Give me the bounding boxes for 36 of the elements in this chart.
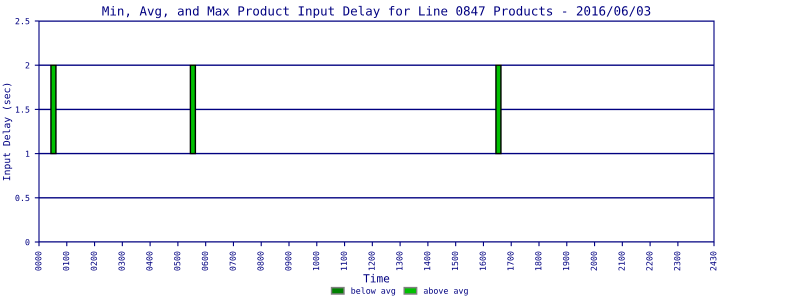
y-axis-title: Input Delay (sec) xyxy=(2,84,12,180)
x-tick-label: 0800 xyxy=(257,252,264,271)
x-tick-label: 1600 xyxy=(480,252,486,270)
y-tick-label: 1.5 xyxy=(16,106,30,113)
x-axis-title: Time xyxy=(363,274,390,283)
x-tick-label: 1800 xyxy=(535,252,542,270)
x-tick-label: 0600 xyxy=(202,252,208,271)
x-tick-label: 0300 xyxy=(118,252,125,271)
y-tick-label: 2 xyxy=(26,62,30,68)
x-tick-label: 1100 xyxy=(340,252,347,270)
chart-title: Min, Avg, and Max Product Input Delay for Line 0847 Products - 2016/06/03 xyxy=(102,6,650,18)
x-tick-label: 0700 xyxy=(230,252,236,271)
y-tick-label: 2.5 xyxy=(16,18,30,24)
y-tick-label: 0 xyxy=(25,239,30,246)
x-tick-label: 0900 xyxy=(285,252,292,271)
x-tick-label: 1000 xyxy=(312,252,320,270)
y-tick-label: 1 xyxy=(26,150,30,157)
x-tick-label: 2100 xyxy=(618,252,625,270)
x-tick-label: 0400 xyxy=(146,252,153,271)
x-tick-label: 2430 xyxy=(710,252,716,270)
x-tick-label: 0100 xyxy=(62,252,70,271)
x-tick-label: 1200 xyxy=(368,252,375,270)
x-tick-label: 0000 xyxy=(35,252,42,271)
x-tick-label: 2300 xyxy=(674,252,680,270)
x-tick-label: 1500 xyxy=(452,252,458,270)
x-tick-label: 1300 xyxy=(396,252,403,270)
x-tick-label: 2200 xyxy=(646,252,653,270)
x-tick-label: 1400 xyxy=(424,252,430,270)
x-tick-label: 1700 xyxy=(507,252,514,270)
x-tick-label: 1900 xyxy=(562,252,570,270)
legend-label: below avg xyxy=(351,287,396,296)
x-tick-label: 0200 xyxy=(90,252,97,271)
y-tick-label: 0.5 xyxy=(15,194,30,202)
x-tick-label: 0500 xyxy=(174,252,180,271)
x-tick-label: 2000 xyxy=(590,252,597,270)
legend-label: above avg xyxy=(424,287,468,296)
